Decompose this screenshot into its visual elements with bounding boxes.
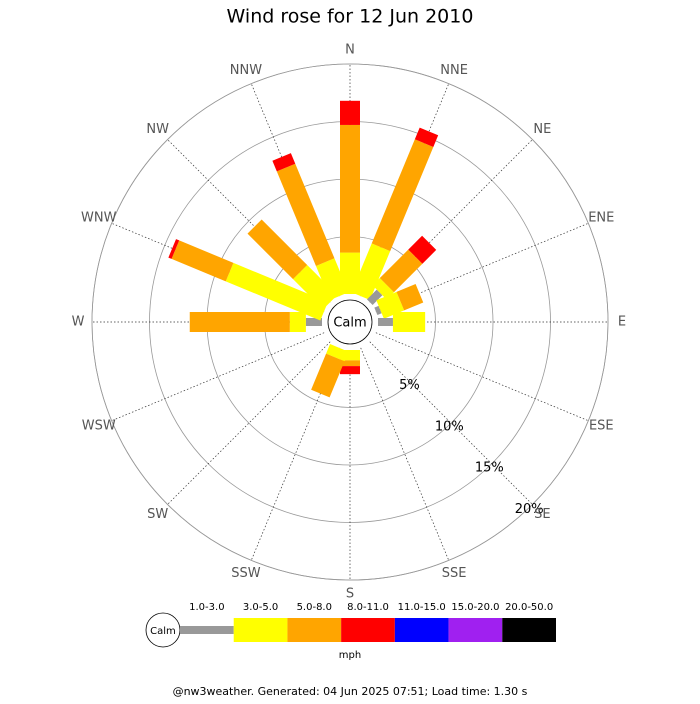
grid-ring <box>91 63 609 581</box>
bar-segment <box>374 305 382 315</box>
legend-label: 5.0-8.0 <box>297 602 332 613</box>
bar-segment <box>305 318 322 326</box>
legend-label: 15.0-20.0 <box>451 602 499 613</box>
direction-label: W <box>72 315 85 330</box>
direction-label: NNW <box>230 63 262 78</box>
bar-segment <box>340 124 360 253</box>
bar-segment <box>189 312 290 332</box>
legend-swatch <box>448 618 503 642</box>
r-tick-label: 5% <box>399 378 420 393</box>
direction-label: SW <box>147 507 168 522</box>
bar-segment <box>366 289 383 306</box>
direction-label: SE <box>534 507 550 522</box>
chart-title: Wind rose for 12 Jun 2010 <box>227 6 474 28</box>
direction-bar <box>272 153 349 300</box>
direction-label: NW <box>146 122 169 137</box>
direction-bar <box>351 127 439 300</box>
direction-label: E <box>618 315 626 330</box>
legend-swatch <box>180 626 234 634</box>
legend-label: 3.0-5.0 <box>243 602 278 613</box>
bar-segment <box>372 278 394 300</box>
calm-label: Calm <box>333 316 366 331</box>
legend-unit: mph <box>339 650 361 661</box>
bar-segment <box>396 284 424 311</box>
bar-segment <box>379 249 423 293</box>
bar-segment <box>225 262 328 321</box>
footer: @nw3weather. Generated: 04 Jun 2025 07:5… <box>173 685 528 698</box>
bar-segment <box>276 163 335 266</box>
bar-segment <box>414 127 439 147</box>
legend-label: 8.0-11.0 <box>347 602 389 613</box>
direction-bar <box>340 100 360 294</box>
direction-bar <box>311 344 349 398</box>
direction-label: ESE <box>589 419 614 434</box>
bar-segment <box>171 240 234 282</box>
legend-swatch <box>287 618 342 642</box>
direction-bar <box>366 235 437 306</box>
legend-swatch <box>233 618 288 642</box>
direction-label: N <box>345 43 355 58</box>
legend-swatch <box>394 618 449 642</box>
direction-bar <box>340 350 360 375</box>
bar-segment <box>340 360 360 367</box>
direction-label: ENE <box>588 210 614 225</box>
direction-label: WSW <box>82 419 116 434</box>
r-tick-label: 15% <box>475 461 504 476</box>
bar-segment <box>408 235 437 264</box>
direction-label: NNE <box>440 63 468 78</box>
bar-segment <box>392 312 426 332</box>
bar-segment <box>315 258 349 300</box>
r-tick-label: 10% <box>435 419 464 434</box>
bar-segment <box>340 366 360 375</box>
direction-label: WNW <box>81 210 117 225</box>
legend-label: 11.0-15.0 <box>398 602 446 613</box>
bar-segment <box>351 243 391 300</box>
bar-segment <box>247 219 308 280</box>
legend-calm-label: Calm <box>150 626 176 637</box>
calm-circle <box>327 299 373 345</box>
bar-segment <box>272 153 296 172</box>
direction-bar <box>247 219 338 310</box>
bar-segment <box>378 318 393 326</box>
legend-swatch <box>341 618 395 642</box>
legend-label: 20.0-50.0 <box>505 602 553 613</box>
direction-bar <box>168 239 328 321</box>
bar-segment <box>311 353 345 398</box>
bar-segment <box>340 350 360 361</box>
direction-label: S <box>346 587 354 602</box>
r-tick-label: 20% <box>515 502 544 517</box>
bar-segment <box>168 239 180 259</box>
bar-segment <box>371 139 434 252</box>
bar-segment <box>289 312 306 332</box>
bar-segment <box>340 252 360 294</box>
direction-bar <box>378 312 426 332</box>
legend-swatch <box>502 618 556 642</box>
direction-bar <box>189 312 322 332</box>
direction-label: SSE <box>442 566 467 581</box>
bar-segment <box>326 344 349 362</box>
legend-label: 1.0-3.0 <box>189 602 224 613</box>
bar-segment <box>340 100 360 125</box>
direction-label: NE <box>533 122 551 137</box>
bar-segment <box>293 265 338 310</box>
direction-label: SSW <box>231 566 261 581</box>
